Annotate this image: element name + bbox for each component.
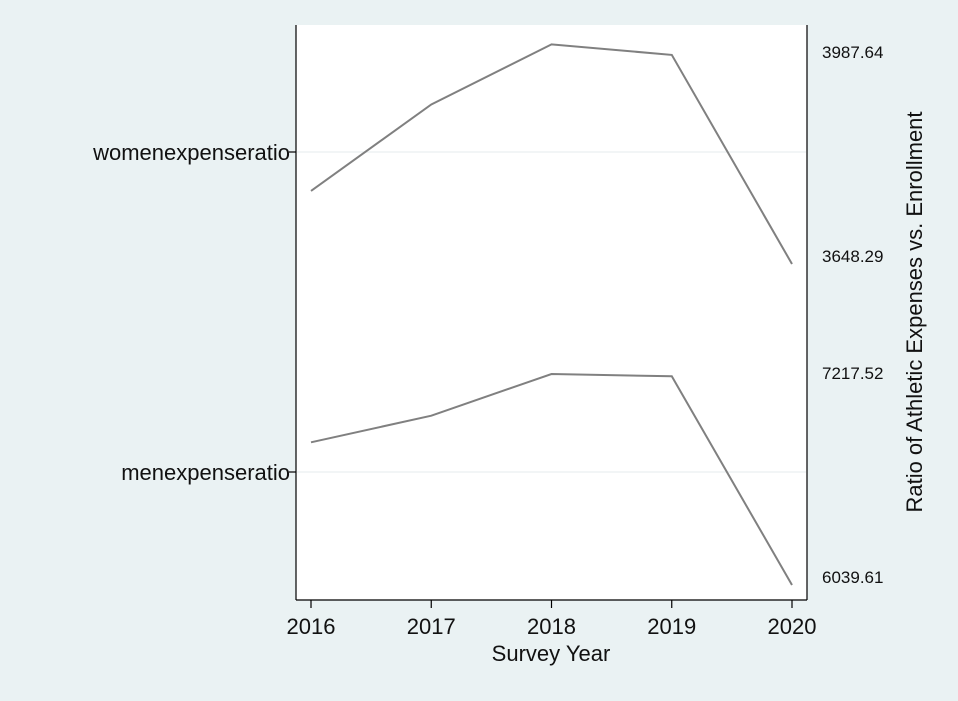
label-layer: womenexpenseratio 3987.64 3648.29 menexpens… — [92, 43, 883, 587]
x-tick-label: 2019 — [647, 614, 696, 639]
series-line-womenexpenseratio — [310, 43, 793, 265]
range-label-max: 3987.64 — [822, 43, 883, 62]
x-tick-layer: 2016 2017 2018 2019 2020 — [287, 600, 817, 639]
plot-area — [296, 25, 807, 600]
x-tick-label: 2016 — [287, 614, 336, 639]
series-label: menexpenseratio — [121, 460, 290, 485]
series-label: womenexpenseratio — [92, 140, 290, 165]
y-axis-label: Ratio of Athletic Expenses vs. Enrollmen… — [902, 111, 927, 512]
x-tick-label: 2018 — [527, 614, 576, 639]
x-axis-label: Survey Year — [492, 641, 611, 666]
range-label-min: 3648.29 — [822, 247, 883, 266]
range-label-max: 7217.52 — [822, 364, 883, 383]
x-tick-label: 2020 — [768, 614, 817, 639]
series-layer — [310, 43, 793, 586]
x-tick-label: 2017 — [407, 614, 456, 639]
series-line-menexpenseratio — [310, 372, 793, 586]
range-label-min: 6039.61 — [822, 568, 883, 587]
grid-layer — [289, 151, 806, 473]
